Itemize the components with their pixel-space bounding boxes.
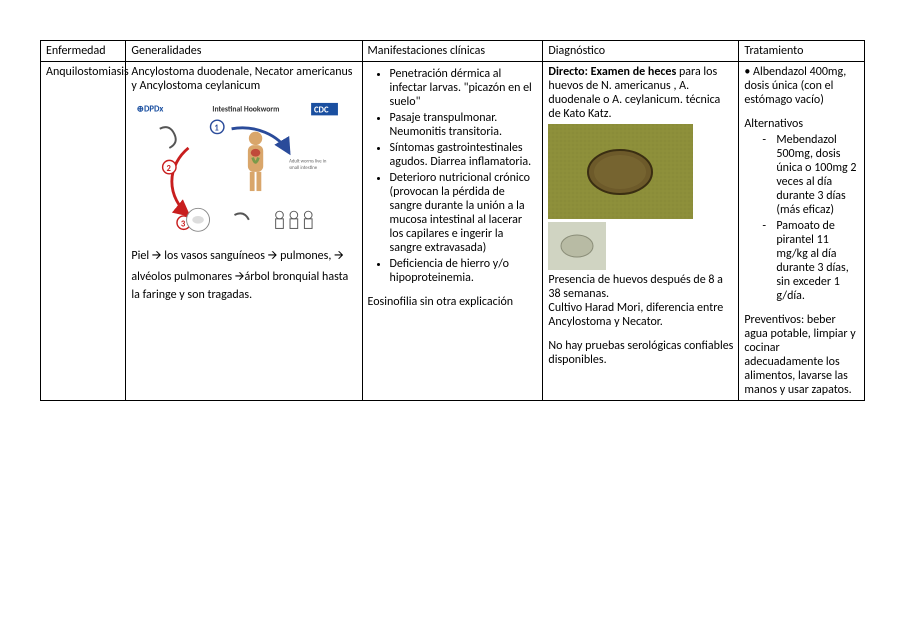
dia-p2: Cultivo Harad Mori, diferencia entre Anc…: [548, 301, 733, 329]
cell-generalidades: Ancylostoma duodenale, Necator americanu…: [126, 62, 362, 401]
pathway-text: Piel 🡪 los vasos sanguíneos 🡪 pulmones, …: [131, 246, 356, 302]
worm-larva-1: [160, 127, 176, 148]
svg-text:2: 2: [167, 164, 172, 174]
cell-tratamiento: • Albendazol 400mg, dosis única (con el …: [739, 62, 865, 401]
diagram-note-1: Adult worms live in: [289, 158, 327, 164]
tra-alt-item: Pamoato de pirantel 11 mg/kg al día dura…: [768, 219, 859, 303]
man-extra: Eosinofilia sin otra explicación: [368, 295, 538, 309]
disease-table: Enfermedad Generalidades Manifestaciones…: [40, 40, 865, 401]
lifecycle-diagram: ⊕DPDx Intestinal Hookworm CDC: [131, 97, 356, 242]
cell-manifestaciones: Penetración dérmica al infectar larvas. …: [362, 62, 543, 401]
man-item: Penetración dérmica al infectar larvas. …: [390, 67, 538, 109]
header-enfermedad: Enfermedad: [41, 41, 126, 62]
tra-main: • Albendazol 400mg, dosis única (con el …: [744, 65, 859, 107]
man-item: Pasaje transpulmonar. Neumonitis transit…: [390, 111, 538, 139]
cell-diagnostico: Directo: Examen de heces para los huevos…: [543, 62, 739, 401]
man-item: Deterioro nutricional crónico (provocan …: [390, 171, 538, 255]
header-tratamiento: Tratamiento: [739, 41, 865, 62]
people-icons: [276, 211, 312, 228]
header-diagnostico: Diagnóstico: [543, 41, 739, 62]
species-title: Ancylostoma duodenale, Necator americanu…: [131, 65, 356, 93]
man-item: Deficiencia de hierro y/o hipoproteinemi…: [390, 257, 538, 285]
header-generalidades: Generalidades: [126, 41, 362, 62]
dia-bold: Directo: Examen de heces: [548, 65, 676, 79]
tra-alt-list: Mebendazol 500mg, dosis única o 100mg 2 …: [744, 133, 859, 303]
table-row: Anquilostomiasis Ancylostoma duodenale, …: [41, 62, 865, 401]
human-figure: [248, 132, 263, 191]
tra-alt-item: Mebendazol 500mg, dosis única o 100mg 2 …: [768, 133, 859, 217]
microscopy-egg-large: [548, 124, 693, 219]
dia-p3: No hay pruebas serológicas confiables di…: [548, 339, 733, 367]
tra-alt-label: Alternativos: [744, 117, 859, 131]
tra-prev: Preventivos: beber agua potable, limpiar…: [744, 313, 859, 397]
svg-text:3: 3: [181, 220, 186, 230]
diagram-title: Intestinal Hookworm: [213, 106, 280, 115]
microscopy-egg-small: [548, 222, 606, 270]
worm-2: [235, 213, 249, 219]
dpdx-logo: ⊕DPDx: [137, 105, 164, 115]
dia-p1: Presencia de huevos después de 8 a 38 se…: [548, 273, 733, 301]
man-item: Síntomas gastrointestinales agudos. Diar…: [390, 141, 538, 169]
lifecycle-svg: ⊕DPDx Intestinal Hookworm CDC: [131, 97, 356, 242]
arrow-red: [172, 148, 189, 215]
svg-text:small intestine: small intestine: [289, 165, 318, 171]
svg-text:1: 1: [215, 124, 220, 134]
header-row: Enfermedad Generalidades Manifestaciones…: [41, 41, 865, 62]
dia-intro: Directo: Examen de heces para los huevos…: [548, 65, 733, 121]
cdc-logo: CDC: [314, 105, 329, 115]
header-manifestaciones: Manifestaciones clínicas: [362, 41, 543, 62]
manifestaciones-list: Penetración dérmica al infectar larvas. …: [368, 67, 538, 285]
cell-enfermedad: Anquilostomiasis: [41, 62, 126, 401]
